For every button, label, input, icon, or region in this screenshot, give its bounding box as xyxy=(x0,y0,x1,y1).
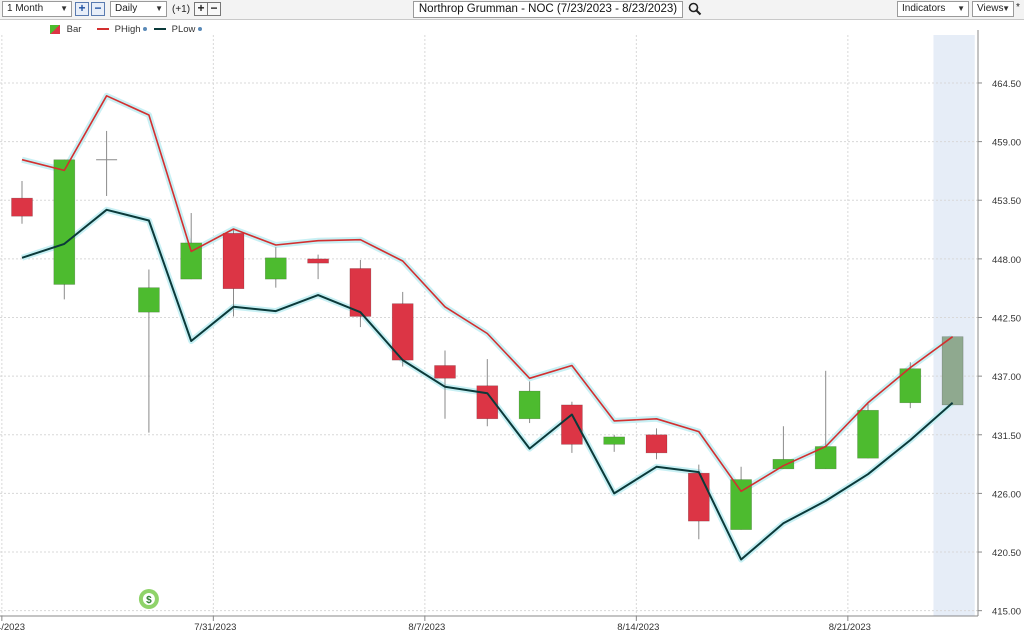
search-icon[interactable] xyxy=(688,2,702,16)
legend-dot-icon xyxy=(198,27,203,32)
candle-body xyxy=(138,287,160,313)
y-tick-label: 442.50 xyxy=(992,314,1021,325)
legend-plow-swatch xyxy=(154,28,166,31)
dividend-marker-inner xyxy=(142,593,155,605)
phigh-line xyxy=(21,95,954,493)
plow-line xyxy=(21,208,954,561)
candle-body xyxy=(645,434,668,454)
legend-dot-icon xyxy=(143,27,148,32)
legend-phigh[interactable]: PHigh xyxy=(97,24,148,36)
candle-body xyxy=(476,385,499,420)
candle-body xyxy=(603,436,626,445)
page-title: Northrop Grumman - NOC (7/23/2023 - 8/23… xyxy=(418,3,678,15)
candle-body xyxy=(11,197,33,217)
period-value: 1 Month xyxy=(7,3,44,14)
y-tick-label: 426.00 xyxy=(992,489,1021,500)
plus-icon: + xyxy=(197,1,205,15)
legend-bar-label: Bar xyxy=(66,24,82,35)
offset-increase-button[interactable]: + xyxy=(194,2,208,16)
period-decrease-button[interactable]: − xyxy=(91,2,105,16)
y-tick-label: 464.50 xyxy=(992,79,1021,90)
price-chart[interactable]: 415.00 420.50 426.00 431.50 437.00 442.50 448.… xyxy=(0,20,1024,640)
legend-plow-label: PLow xyxy=(171,24,196,35)
y-tick-label: 431.50 xyxy=(992,431,1021,442)
indicators-label: Indicators xyxy=(902,3,946,14)
offset-decrease-button[interactable]: − xyxy=(207,2,221,16)
indicators-select[interactable]: Indicators ▼ xyxy=(897,1,969,17)
interval-select[interactable]: Daily ▼ xyxy=(110,1,167,17)
candle-body xyxy=(307,258,329,264)
candle-body xyxy=(857,409,879,459)
offset-label: (+1) xyxy=(172,4,191,15)
candle-body xyxy=(222,232,245,290)
candle-body xyxy=(53,159,76,285)
minus-icon: − xyxy=(94,1,102,15)
symbol-title-field[interactable]: Northrop Grumman - NOC (7/23/2023 - 8/23… xyxy=(413,1,683,18)
highlight-band xyxy=(933,35,975,616)
chevron-down-icon: ▼ xyxy=(60,4,68,13)
legend-bar[interactable]: Bar xyxy=(50,24,81,36)
interval-value: Daily xyxy=(115,3,138,14)
y-tick-label: 420.50 xyxy=(992,548,1021,559)
candle-body xyxy=(941,336,964,406)
views-select[interactable]: Views ▼ xyxy=(972,1,1014,17)
candle-body xyxy=(518,390,541,420)
x-tick-label: 8/21/2023 xyxy=(829,622,871,633)
candle-body xyxy=(730,479,752,530)
candle-body xyxy=(561,404,583,445)
toolbar: 1 Month ▼ + − Daily ▼ (+1) + − Northrop … xyxy=(0,0,1024,20)
legend-bar-swatch xyxy=(50,24,60,34)
y-tick-label: 437.00 xyxy=(992,372,1021,383)
candle-body xyxy=(687,472,710,522)
legend-phigh-label: PHigh xyxy=(114,24,141,35)
plus-icon: + xyxy=(78,1,86,15)
chevron-down-icon: ▼ xyxy=(155,4,163,13)
x-tick-label: 7/24/2023 xyxy=(0,622,25,633)
x-tick-label: 7/31/2023 xyxy=(194,622,236,633)
minus-icon: − xyxy=(210,1,218,15)
views-label: Views xyxy=(977,3,1004,14)
period-select[interactable]: 1 Month ▼ xyxy=(2,1,72,17)
legend-phigh-swatch xyxy=(97,28,109,31)
y-tick-label: 415.00 xyxy=(992,607,1021,618)
candle-body xyxy=(899,368,922,404)
period-increase-button[interactable]: + xyxy=(75,2,89,16)
settings-star[interactable]: * xyxy=(1016,2,1020,13)
y-tick-label: 453.50 xyxy=(992,196,1021,207)
x-tick-label: 8/7/2023 xyxy=(408,622,445,633)
candle-body xyxy=(180,242,202,280)
legend-plow[interactable]: PLow xyxy=(154,24,203,36)
y-tick-label: 448.00 xyxy=(992,255,1021,266)
x-tick-label: 8/14/2023 xyxy=(617,622,659,633)
candle-body xyxy=(772,458,795,470)
chevron-down-icon: ▼ xyxy=(1002,4,1010,13)
candle-body xyxy=(264,257,287,280)
dollar-icon: $ xyxy=(146,595,152,606)
y-tick-label: 459.00 xyxy=(992,138,1021,149)
candle-body xyxy=(434,365,456,379)
chevron-down-icon: ▼ xyxy=(957,4,965,13)
candle-body xyxy=(349,268,372,317)
